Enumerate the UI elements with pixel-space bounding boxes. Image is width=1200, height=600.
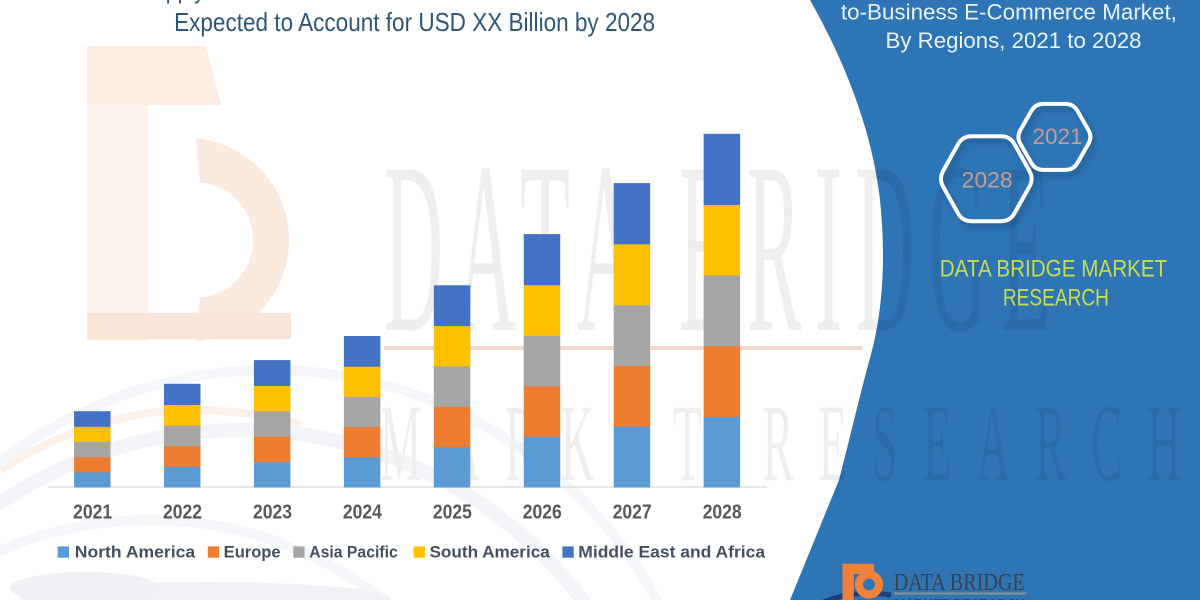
svg-text:2027: 2027: [613, 501, 652, 523]
svg-text:MARKET RESEARCH: MARKET RESEARCH: [894, 596, 1025, 600]
svg-text:North America: North America: [75, 544, 196, 562]
svg-text:Global Supply Chain Business-t: Global Supply Chain Business-to-Business…: [72, 0, 702, 4]
svg-text:2026: 2026: [523, 501, 562, 523]
svg-text:By Regions, 2021 to 2028: By Regions, 2021 to 2028: [886, 28, 1142, 53]
svg-text:2021: 2021: [73, 501, 112, 523]
svg-text:2025: 2025: [433, 501, 472, 523]
svg-text:RESEARCH: RESEARCH: [1003, 285, 1109, 312]
svg-text:Middle East and Africa: Middle East and Africa: [578, 544, 766, 562]
svg-text:to-Business E-Commerce Market,: to-Business E-Commerce Market,: [841, 0, 1177, 24]
svg-text:2022: 2022: [163, 501, 202, 523]
svg-text:2024: 2024: [343, 501, 383, 523]
svg-text:DATA BRIDGE MARKET: DATA BRIDGE MARKET: [940, 256, 1168, 283]
svg-text:South America: South America: [430, 544, 551, 562]
svg-text:2023: 2023: [253, 501, 292, 523]
svg-text:Asia Pacific: Asia Pacific: [309, 544, 398, 562]
svg-text:2028: 2028: [703, 501, 742, 523]
svg-text:2028: 2028: [962, 168, 1013, 193]
svg-text:Europe: Europe: [224, 544, 281, 562]
svg-text:Expected to Account for USD XX: Expected to Account for USD XX Billion b…: [174, 7, 655, 37]
svg-text:2021: 2021: [1033, 124, 1083, 149]
svg-text:DATA BRIDGE: DATA BRIDGE: [894, 570, 1025, 596]
